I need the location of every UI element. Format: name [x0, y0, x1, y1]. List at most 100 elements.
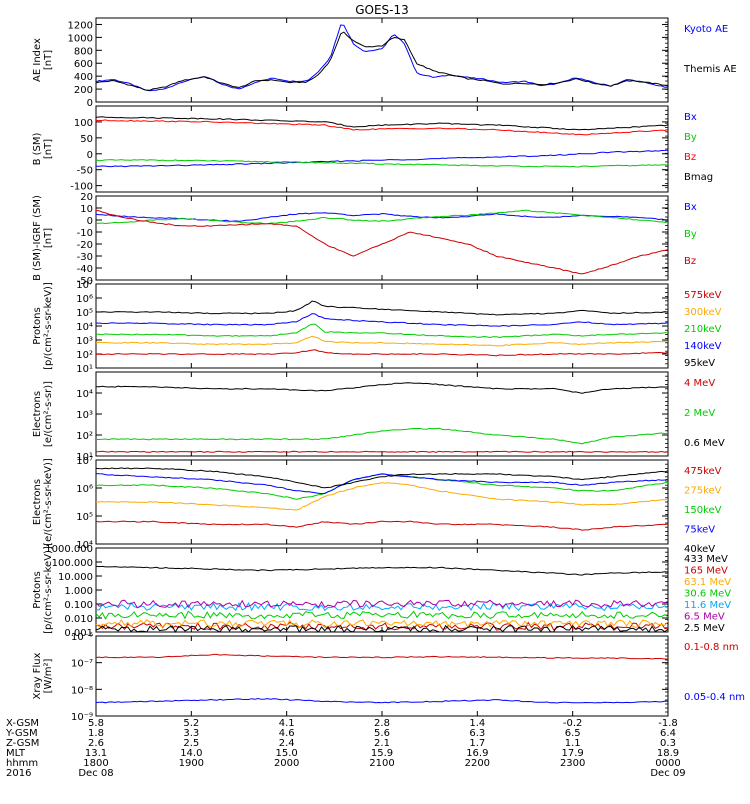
y-tick-label: 0 — [87, 98, 93, 109]
x-axis-value: 2100 — [369, 758, 394, 769]
y-tick-label: 10⁴ — [76, 540, 93, 551]
legend-entry: 2.5 MeV — [684, 623, 725, 634]
x-axis-value: 16.9 — [466, 748, 488, 759]
y-tick-label: 10⁷ — [76, 280, 93, 291]
x-axis-row-label: 2016 — [6, 768, 31, 779]
y-tick-label: 0.100 — [64, 600, 93, 611]
y-tick-label: 100 — [74, 118, 93, 129]
y-tick-label: 10³ — [76, 336, 93, 347]
x-axis-value: 6.4 — [660, 728, 676, 739]
legend-entry: By — [684, 132, 697, 143]
legend-entry: 75keV — [684, 525, 715, 536]
panel-frame — [95, 283, 669, 369]
y-tick-label: -20 — [77, 240, 93, 251]
x-axis-row-label: hhmm — [6, 758, 38, 769]
y-tick-label: 10¹ — [76, 452, 93, 463]
y-axis-label: [nT] — [43, 50, 54, 70]
y-tick-label: 0.010 — [64, 614, 93, 625]
y-axis-label: [nT] — [43, 139, 54, 159]
legend-entry: Themis AE — [683, 64, 737, 75]
y-tick-label: 1.000 — [64, 586, 93, 597]
legend-entry: Bx — [684, 202, 697, 213]
x-axis-value: Dec 08 — [78, 768, 113, 779]
panel-frame — [95, 17, 669, 103]
series-line-575kev — [96, 349, 669, 357]
series-line-30-6-mev — [95, 610, 669, 621]
legend-entry: 63.1 MeV — [684, 577, 731, 588]
y-tick-label: -30 — [77, 252, 93, 263]
y-axis-label: [p/(cm²-s-sr-keV)] — [43, 282, 54, 370]
x-axis-value: 5.8 — [88, 718, 104, 729]
legend-entry: 433 MeV — [684, 554, 728, 565]
series-line-bz — [95, 119, 669, 136]
x-axis-value: Dec 09 — [650, 768, 685, 779]
legend-entry: 6.5 MeV — [684, 612, 725, 623]
y-axis-label: Xray Flux — [32, 652, 43, 699]
y-tick-label: 10² — [76, 431, 93, 442]
y-axis-label: B (SM)-IGRF (SM) — [32, 195, 43, 281]
legend-entry: Kyoto AE — [684, 24, 728, 35]
y-tick-label: -50 — [77, 166, 93, 177]
y-tick-label: 0 — [87, 216, 93, 227]
x-axis-value: 3.3 — [183, 728, 199, 739]
y-axis-label: AE Index — [32, 38, 43, 82]
y-tick-label: 10⁵ — [76, 308, 93, 319]
x-axis-value: 1.1 — [565, 738, 581, 749]
x-axis-value: 1800 — [83, 758, 108, 769]
y-axis-label: [e/(cm²-s-sr-keV)] — [43, 458, 54, 546]
y-tick-label: 50 — [80, 134, 93, 145]
series-line-275kev — [95, 482, 669, 511]
x-axis-value: 2300 — [560, 758, 585, 769]
legend-entry: 95keV — [684, 358, 715, 369]
legend-entry: 210keV — [684, 324, 722, 335]
x-axis-value: 0.3 — [660, 738, 676, 749]
y-tick-label: 10¹ — [76, 364, 93, 375]
y-tick-label: 10 — [80, 204, 93, 215]
legend-entry: 11.6 MeV — [684, 600, 731, 611]
series-line-bz — [95, 210, 669, 275]
series-line-by — [95, 209, 669, 225]
y-tick-label: 10⁷ — [76, 456, 93, 467]
series-line-11-6-mev — [95, 601, 669, 612]
legend-entry: 2 MeV — [684, 408, 715, 419]
legend-entry: Bmag — [684, 172, 713, 183]
y-tick-label: 1000.000 — [45, 544, 93, 555]
legend-entry: 275keV — [684, 486, 722, 497]
y-tick-label: 10² — [76, 350, 93, 361]
legend-entry: 4 MeV — [684, 378, 715, 389]
legend-entry: 140keV — [684, 341, 722, 352]
panel-frame — [95, 635, 669, 717]
x-axis-value: -1.8 — [658, 718, 678, 729]
y-tick-label: 1000 — [68, 33, 93, 44]
series-line-63-1-mev — [95, 618, 669, 629]
y-tick-label: 600 — [74, 59, 93, 70]
y-axis-label: [p/(cm²-s-sr-keV)] — [43, 546, 54, 634]
panel-frame — [95, 547, 669, 633]
x-axis-value: 15.9 — [371, 748, 393, 759]
series-line-themis-ae — [95, 31, 669, 91]
legend-entry: 575keV — [684, 290, 722, 301]
y-tick-label: 100.000 — [52, 558, 93, 569]
panel-frame — [95, 195, 669, 281]
series-line-433-mev — [95, 565, 669, 576]
x-axis-row-label: X-GSM — [6, 718, 39, 729]
y-axis-label: B (SM) — [32, 132, 43, 165]
y-tick-label: -40 — [77, 264, 93, 275]
y-tick-label: 20 — [80, 192, 93, 203]
y-tick-label: -50 — [77, 276, 93, 287]
y-tick-label: 10.000 — [58, 572, 93, 583]
series-line-0-1-0-8-nm — [95, 653, 668, 660]
x-axis-value: 6.3 — [469, 728, 485, 739]
y-tick-label: 10⁶ — [76, 294, 93, 305]
x-axis-value: 6.5 — [565, 728, 581, 739]
series-line-300kev — [95, 335, 669, 347]
y-tick-label: 200 — [74, 85, 93, 96]
panel-frame — [95, 459, 669, 545]
x-axis-value: 4.1 — [279, 718, 295, 729]
x-axis-value: 1.4 — [469, 718, 485, 729]
legend-entry: By — [684, 229, 697, 240]
x-axis-value: 1.8 — [88, 728, 104, 739]
y-tick-label: 1200 — [68, 20, 93, 31]
x-axis-value: 17.9 — [562, 748, 584, 759]
